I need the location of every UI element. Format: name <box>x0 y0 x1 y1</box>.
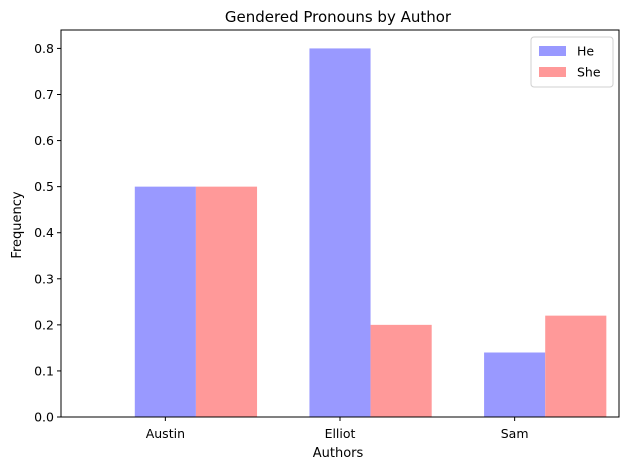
x-tick-label: Sam <box>501 426 529 441</box>
y-tick-label: 0.1 <box>34 363 54 378</box>
x-tick-label: Elliot <box>325 426 356 441</box>
plot-area: 0.0 0.1 0.2 0.3 0.4 0.5 0.6 0.7 0.8 Austin Elliot S… <box>34 29 620 441</box>
bar-he-sam <box>484 352 546 417</box>
bar-she-elliot <box>370 324 432 417</box>
x-tick-label: Austin <box>146 426 185 441</box>
legend-box <box>530 36 614 88</box>
legend-label-he: He <box>577 44 594 59</box>
legend-swatch-he <box>539 46 566 56</box>
y-tick-label: 0.0 <box>34 410 54 425</box>
y-axis-label: Frequency <box>10 191 25 258</box>
bar-she-sam <box>545 315 607 417</box>
y-tick-label: 0.4 <box>34 225 54 240</box>
bar-she-austin <box>195 186 258 417</box>
y-tick-label: 0.5 <box>34 179 54 194</box>
legend-label-she: She <box>577 65 601 80</box>
legend: He She <box>530 36 614 88</box>
legend-swatch-she <box>539 67 566 77</box>
bar-he-elliot <box>309 48 371 418</box>
y-tick-label: 0.7 <box>34 87 54 102</box>
bar-he-austin <box>134 186 196 417</box>
y-tick-label: 0.3 <box>34 271 54 286</box>
x-axis-label: Authors <box>313 446 364 461</box>
y-tick-label: 0.2 <box>34 317 54 332</box>
chart-title: Gendered Pronouns by Author <box>225 8 452 26</box>
y-tick-label: 0.6 <box>34 133 54 148</box>
y-tick-label: 0.8 <box>34 41 54 56</box>
